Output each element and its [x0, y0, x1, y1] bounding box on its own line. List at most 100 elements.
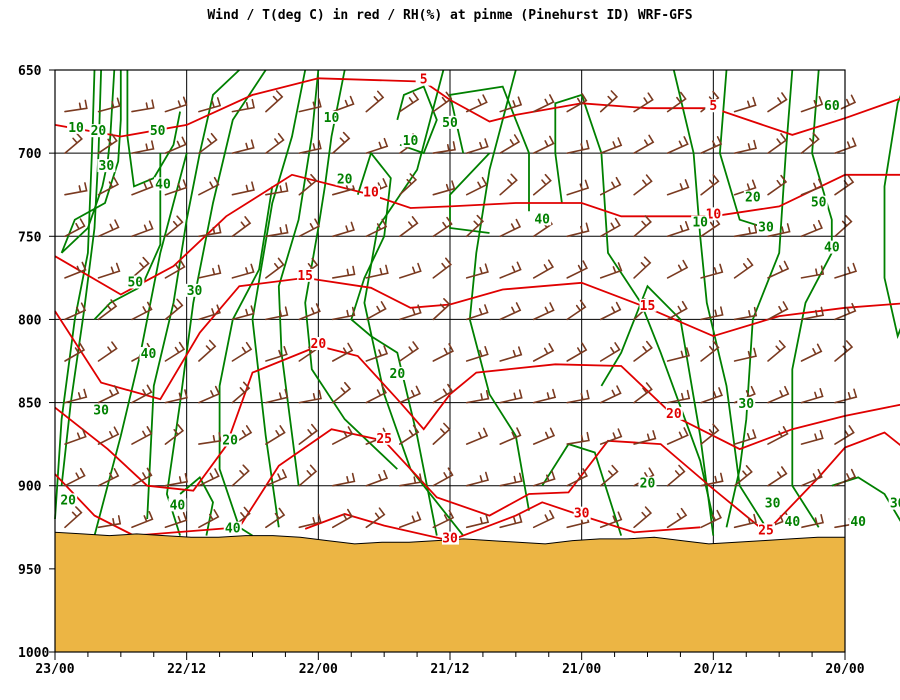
x-tick-label: 20/12 [694, 662, 733, 677]
wind-barb [532, 343, 555, 362]
wind-barb [700, 340, 720, 362]
wind-barb [834, 425, 855, 445]
wind-barb [666, 91, 687, 113]
wind-barb [499, 346, 523, 362]
wind-barb [131, 426, 153, 445]
wind-barb [499, 96, 523, 113]
rh-contour-line [60, 69, 102, 486]
wind-barb [700, 306, 724, 321]
wind-barb [599, 385, 622, 404]
wind-barb [432, 91, 453, 113]
wind-barb [834, 262, 858, 279]
wind-barb [198, 176, 220, 196]
wind-barb [733, 139, 757, 154]
wind-barb [131, 511, 154, 529]
wind-barb [566, 468, 588, 487]
wind-barb [633, 92, 654, 113]
wind-barb [131, 301, 153, 321]
wind-barb [265, 507, 286, 529]
wind-barb [767, 385, 790, 404]
wind-barb [432, 298, 451, 321]
wind-barb [800, 429, 824, 445]
y-tick-label: 700 [18, 147, 42, 162]
wind-barb [566, 389, 590, 404]
rh-label-bg [822, 240, 841, 254]
wind-barb [231, 263, 255, 279]
y-tick-label: 900 [18, 480, 42, 495]
wind-barb [265, 224, 289, 238]
wind-barb [767, 466, 788, 487]
wind-barb [499, 173, 518, 196]
rh-label-bg [139, 347, 158, 361]
x-tick-label: 21/12 [430, 662, 469, 677]
wind-barb [332, 131, 351, 154]
wind-barb [499, 134, 521, 154]
rh-label-bg [67, 120, 86, 134]
wind-barb [131, 467, 153, 487]
rh-contour-line [126, 70, 181, 188]
wind-barb [164, 96, 188, 113]
wind-barb [265, 182, 289, 196]
wind-barb [298, 218, 321, 238]
rh-label: 10 [68, 121, 84, 136]
wind-barb [365, 218, 388, 238]
wind-barb [432, 422, 451, 445]
wind-barb [164, 341, 186, 362]
wind-barb [64, 388, 88, 404]
rh-label: 10 [324, 111, 340, 126]
wind-barb [633, 382, 653, 404]
rh-label: 20 [390, 367, 406, 382]
wind-barb [666, 300, 688, 321]
wind-barb [432, 509, 455, 529]
wind-barb [499, 472, 523, 487]
wind-barb [700, 387, 723, 404]
wind-barb [834, 388, 858, 404]
wind-barb [97, 262, 121, 279]
wind-barb [198, 264, 222, 279]
isotherm-label-bg [310, 337, 328, 351]
wind-barb [164, 389, 188, 404]
rh-contour-line [449, 152, 491, 234]
x-tick-label: 22/12 [167, 662, 206, 677]
wind-barb [733, 257, 754, 279]
wind-barb [465, 427, 489, 445]
wind-barb [131, 220, 154, 238]
wind-barb [499, 389, 523, 404]
wind-barb [231, 181, 255, 196]
wind-barb [465, 263, 489, 279]
wind-barb [767, 340, 787, 362]
wind-barb [599, 176, 622, 196]
wind-barb [633, 134, 655, 154]
wind-barb [666, 507, 688, 529]
rh-contour-line [251, 69, 307, 528]
rh-label: 50 [442, 116, 458, 131]
wind-barb [599, 342, 621, 362]
rh-label-bg [822, 99, 841, 113]
isotherm-label: 20 [311, 337, 327, 352]
wind-barb [265, 90, 284, 113]
wind-barb [633, 340, 653, 362]
wind-barb [599, 511, 623, 529]
wind-barb [532, 509, 555, 529]
wind-barb [231, 305, 255, 321]
wind-barb [365, 90, 385, 113]
wind-barb [532, 259, 555, 279]
wind-barb [700, 509, 722, 529]
isotherm-label: 25 [376, 432, 392, 447]
wind-barb [700, 423, 720, 445]
rh-contour-line [791, 69, 833, 528]
wind-barb [198, 468, 220, 487]
wind-barb [532, 470, 556, 487]
y-tick-label: 800 [18, 313, 42, 328]
wind-barb [198, 304, 221, 321]
rh-contour-line [179, 475, 214, 536]
wind-barb [666, 347, 690, 362]
rh-label: 40 [534, 212, 550, 227]
rh-contour-line [468, 69, 530, 511]
wind-barb [566, 342, 588, 362]
wind-barb [332, 265, 356, 279]
rh-label: 40 [824, 241, 840, 256]
wind-barb [666, 179, 690, 196]
wind-barb [231, 381, 251, 404]
wind-barb [365, 469, 389, 487]
